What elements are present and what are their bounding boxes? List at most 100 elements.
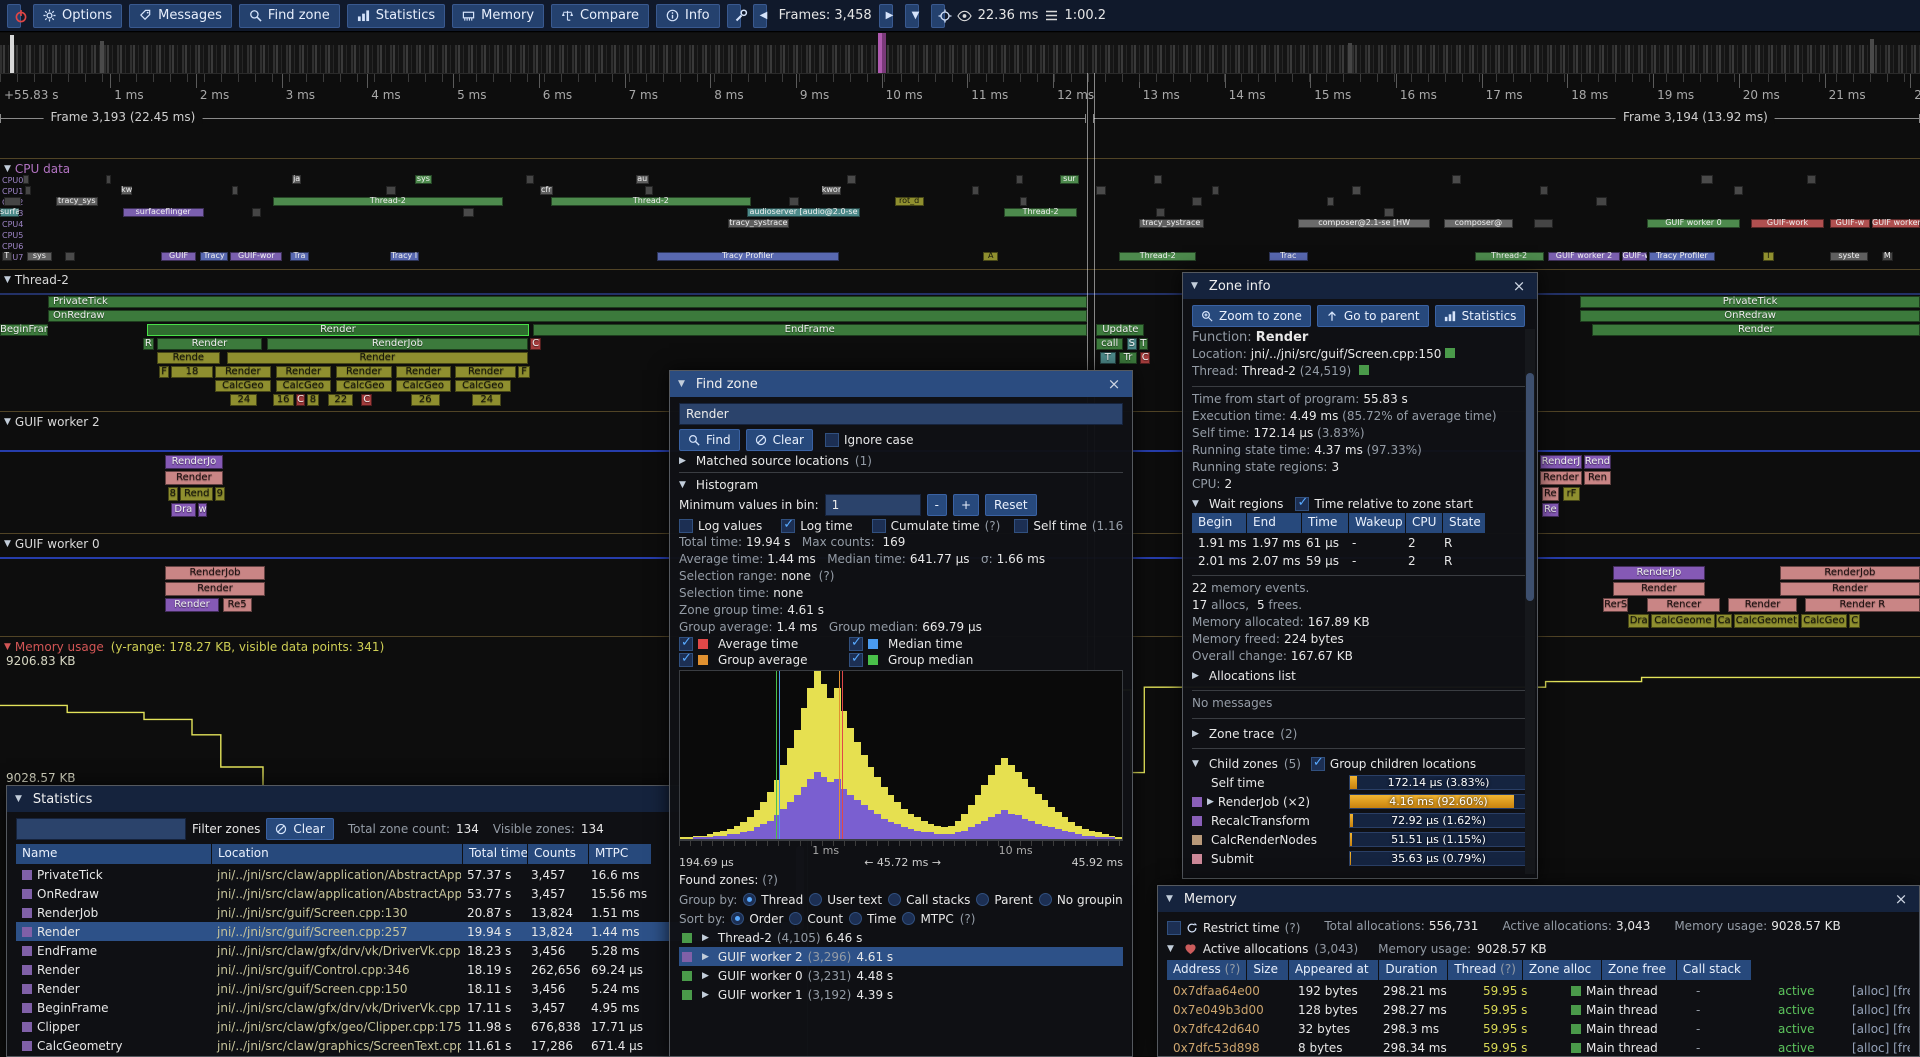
timeline-zone[interactable]: OnRedraw — [48, 310, 1087, 322]
allocation-address[interactable]: 0x7dfaa64e00 — [1173, 983, 1260, 998]
frame-bar[interactable] — [878, 33, 883, 73]
timeline-zone[interactable]: sys — [26, 252, 52, 261]
timeline-zone[interactable]: T — [1, 252, 12, 261]
timeline-zone[interactable]: Thread-2 — [1119, 252, 1197, 261]
timeline-zone[interactable]: Re5 — [222, 598, 252, 612]
alloc-stack-link[interactable]: [alloc] — [1852, 1002, 1890, 1017]
guif-worker0-section-header[interactable]: ▼ GUIF worker 0 — [4, 536, 100, 551]
allocation-row[interactable]: 0x7dfc53d898 8 bytes 298.34 ms 59.95 s M… — [1167, 1038, 1910, 1056]
timeline-zone[interactable]: Render — [395, 366, 452, 378]
timeline-zone[interactable]: cfr — [539, 186, 553, 195]
timeline-zone[interactable] — [1806, 175, 1817, 184]
timeline-zone[interactable] — [846, 175, 857, 184]
timeline-zone[interactable]: S — [1127, 338, 1137, 350]
timeline-zone[interactable]: RenderJo — [1612, 566, 1705, 580]
frame-bar[interactable] — [1347, 43, 1352, 73]
timeline-zone[interactable]: C — [360, 394, 373, 406]
timeline-zone[interactable]: C — [1848, 614, 1861, 628]
timeline-zone[interactable]: 16 — [272, 394, 294, 406]
timeline-zone[interactable] — [1153, 175, 1162, 184]
timeline-ruler[interactable]: +55.83 s 1 ms 2 ms 3 ms 4 ms 5 ms 6 ms 7… — [0, 73, 1920, 109]
allocation-row[interactable]: 0x7dfaa64e00 192 bytes 298.21 ms 59.95 s… — [1167, 981, 1910, 1000]
clear-button[interactable]: Clear — [745, 429, 813, 451]
timeline-zone[interactable]: 22 — [328, 394, 354, 406]
found-zone-group-row[interactable]: ▶ GUIF worker 0 (3,231) 4.48 s — [679, 966, 1123, 985]
guif-worker0-zone-area[interactable]: RenderJob RenderJo RenderJob Render Render Re… — [0, 566, 1920, 632]
timeline-zone[interactable]: GUIF-w — [1829, 219, 1871, 228]
column-header-state[interactable]: State — [1443, 513, 1485, 533]
timeline-zone[interactable]: kw — [120, 186, 133, 195]
timeline-zone[interactable]: Render — [1591, 324, 1920, 336]
timeline-zone[interactable]: C — [295, 394, 306, 406]
alloc-stack-link[interactable]: [alloc] — [1852, 1040, 1890, 1055]
group-by-radio[interactable]: User text — [809, 893, 882, 907]
filter-zones-input[interactable] — [16, 818, 186, 840]
legend-line-checkbox[interactable]: Average time — [679, 635, 849, 651]
timeline-zone[interactable] — [232, 186, 239, 195]
timeline-zone[interactable]: sur — [1059, 175, 1080, 184]
timeline-zone[interactable] — [1701, 175, 1713, 184]
timeline-zone[interactable]: surfa — [0, 208, 20, 217]
timeline-zone[interactable]: rot_d — [894, 197, 924, 206]
timeline-zone[interactable] — [1096, 186, 1106, 195]
timeline-zone[interactable] — [1015, 175, 1024, 184]
timeline-zone[interactable]: Tra — [289, 252, 310, 261]
min-values-input[interactable] — [824, 494, 921, 516]
timeline-zone[interactable]: Render — [336, 366, 392, 378]
timeline-zone[interactable]: EndFrame — [532, 324, 1087, 336]
allocation-row[interactable]: 0x7dfc42d640 32 bytes 298.3 ms 59.95 s M… — [1167, 1019, 1910, 1038]
timeline-zone[interactable] — [645, 186, 653, 195]
zone-info-scrollbar[interactable] — [1525, 329, 1535, 874]
timeline-zone[interactable]: Rende — [156, 352, 221, 364]
timeline-zone[interactable]: CalcGeome — [1651, 614, 1715, 628]
column-header-name[interactable]: Name — [16, 844, 211, 864]
decrement-button[interactable]: - — [926, 494, 947, 516]
timeline-zone[interactable]: au — [635, 175, 649, 184]
timeline-zone[interactable]: Thread-2 — [1004, 208, 1078, 217]
child-zone-row[interactable]: CalcRenderNodes 51.51 μs (1.15%) — [1192, 830, 1528, 849]
timeline-zone[interactable]: Render — [146, 324, 529, 336]
column-header-mtpc[interactable]: MTPC — [589, 844, 651, 864]
column-header-total-time[interactable]: Total time — [463, 844, 527, 864]
column-header-begin[interactable]: Begin — [1192, 513, 1246, 533]
timeline-zone[interactable]: CalcGeo — [1800, 614, 1848, 628]
column-header-wakeup[interactable]: Wakeup — [1349, 513, 1405, 533]
timeline-zone[interactable]: composer@2.1-se [HW — [1297, 219, 1431, 228]
time-relative-checkbox[interactable]: Time relative to zone start — [1295, 495, 1473, 511]
reset-button[interactable]: Reset — [985, 494, 1037, 516]
timeline-zone[interactable]: tracy_systrace — [727, 219, 790, 228]
timeline-zone[interactable]: RenderJo — [165, 455, 223, 469]
zoom-to-zone-button[interactable]: Zoom to zone — [1192, 305, 1311, 327]
restrict-time-checkbox[interactable]: Restrict time (?) — [1167, 920, 1300, 935]
statistics-button[interactable]: Statistics — [346, 3, 446, 28]
thread2-zone-area[interactable]: PrivateTick PrivateTick OnRedraw OnRedraw Be… — [0, 296, 1920, 410]
timeline-zone[interactable] — [65, 252, 75, 261]
child-zone-row[interactable]: ▶ RenderJob (×2) 4.16 ms (92.60%) — [1192, 792, 1528, 811]
timeline-zone[interactable]: Render — [165, 598, 219, 612]
timeline-zone[interactable] — [385, 186, 396, 195]
wait-regions-toggle[interactable]: ▼ Wait regions Time relative to zone sta… — [1192, 494, 1528, 513]
timeline-zone[interactable] — [1326, 197, 1335, 206]
timeline-zone[interactable]: GUIF worker 2 — [1547, 252, 1621, 261]
timeline-zone[interactable]: R — [143, 338, 154, 350]
memory-column-header[interactable]: Call stack — [1676, 960, 1751, 980]
timeline-zone[interactable] — [24, 186, 31, 195]
allocation-address[interactable]: 0x7dfc42d640 — [1173, 1021, 1260, 1036]
sort-by-radio[interactable]: MTPC — [902, 912, 954, 926]
allocation-thread[interactable]: Main thread — [1565, 1041, 1690, 1055]
timeline-zone[interactable]: sys — [414, 175, 432, 184]
timeline-zone[interactable]: Tracy Profiler — [656, 252, 840, 261]
timeline-zone[interactable]: Dra — [170, 503, 196, 517]
timeline-zone[interactable]: w — [197, 503, 208, 517]
timeline-zone[interactable]: tracy_systrace — [1138, 219, 1204, 228]
location-value[interactable]: jni/../jni/src/guif/Screen.cpp:150 — [1250, 347, 1442, 361]
found-zone-group-row[interactable]: ▶ Thread-2 (4,105) 6.46 s — [679, 928, 1123, 947]
ignore-case-checkbox[interactable]: Ignore case — [824, 433, 914, 447]
timeline-zone[interactable]: C — [1140, 352, 1151, 364]
histogram-option-checkbox[interactable]: Log time — [781, 517, 857, 533]
timeline-zone[interactable]: 8 — [168, 487, 178, 501]
alloc-stack-link[interactable]: [alloc] — [1852, 1021, 1890, 1036]
zone-search-input[interactable] — [679, 403, 1123, 425]
histogram-option-checkbox[interactable]: Log values — [679, 518, 767, 533]
timeline-zone[interactable]: Render — [165, 582, 265, 596]
